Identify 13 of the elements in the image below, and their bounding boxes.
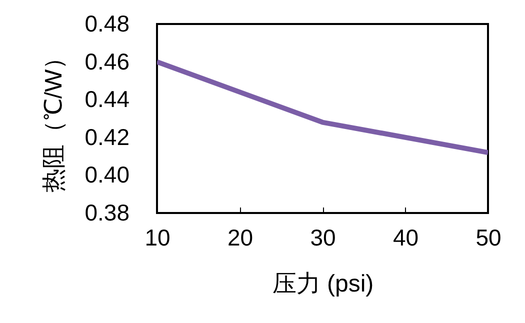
y-tick-label: 0.48	[84, 10, 130, 36]
x-tick-label: 30	[310, 224, 336, 250]
x-tick-label: 50	[476, 224, 502, 250]
y-axis-title: 热阻（℃/W）	[40, 45, 68, 193]
x-tick-label: 20	[227, 224, 254, 250]
x-tick-label: 10	[144, 224, 170, 250]
y-tick-label: 0.42	[84, 124, 130, 150]
y-tick-label: 0.44	[84, 86, 130, 112]
x-tick-label: 40	[392, 224, 419, 250]
y-tick-label: 0.40	[84, 162, 130, 188]
y-tick-label: 0.46	[84, 48, 130, 74]
y-tick-label: 0.38	[84, 200, 130, 226]
x-axis-title: 压力 (psi)	[272, 270, 374, 298]
